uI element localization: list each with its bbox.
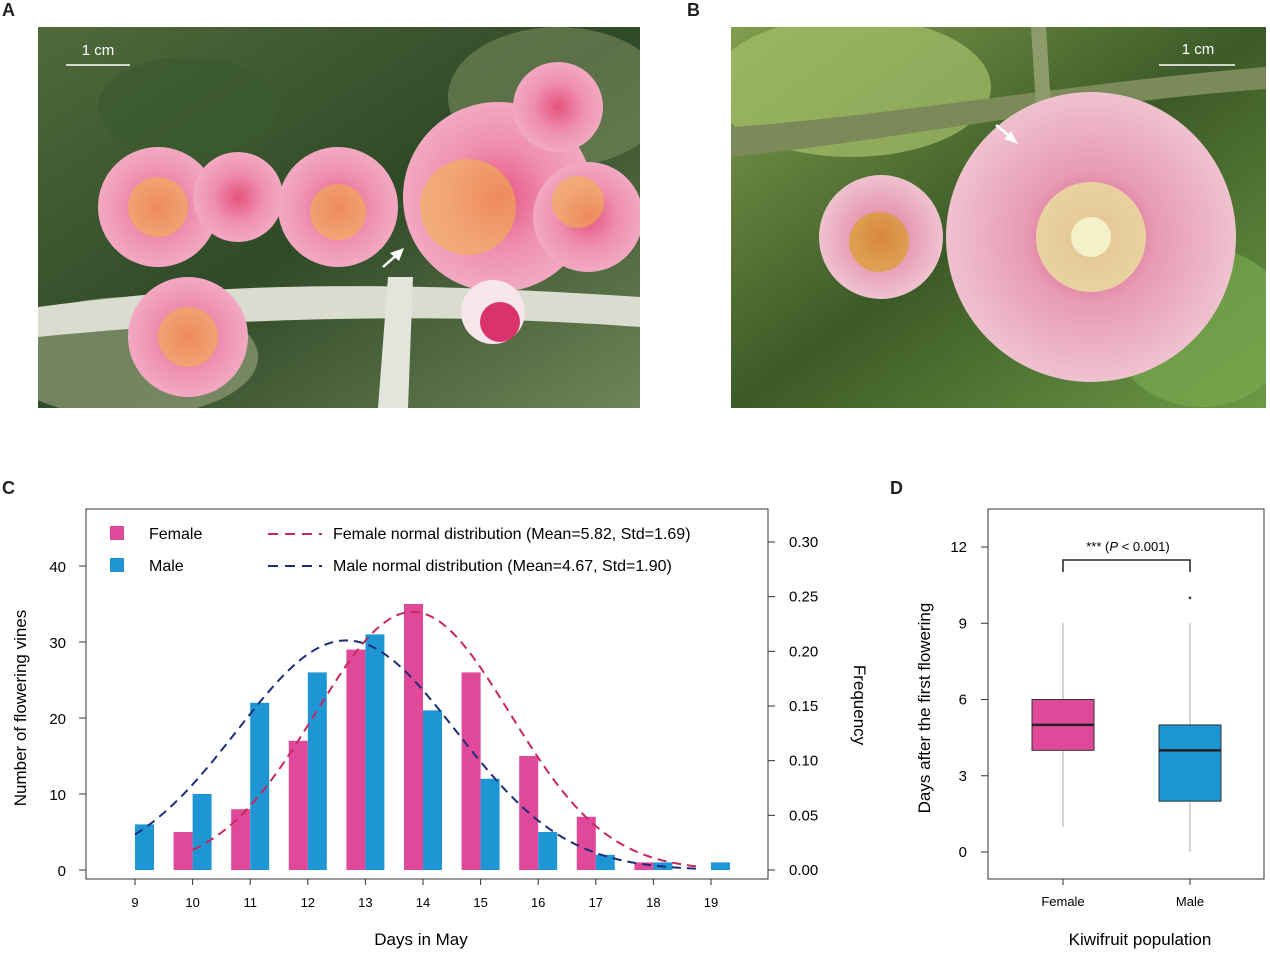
bar-male <box>480 778 500 870</box>
bar-male <box>711 862 730 870</box>
y-tick-label: 3 <box>959 768 967 785</box>
photo-b-male-flowers: 1 cm <box>731 27 1266 408</box>
y-tick-label: 40 <box>49 559 66 576</box>
y-tick-label: 30 <box>49 635 66 652</box>
box-male <box>1158 724 1222 802</box>
photo-a-female-flowers: 1 cm <box>38 27 640 408</box>
chart-d-frame <box>987 508 1265 880</box>
x-tick-label: 18 <box>646 895 660 910</box>
bar-female <box>404 604 423 870</box>
bar-female <box>288 740 308 870</box>
bar-female <box>461 672 481 870</box>
bar-male <box>365 634 385 870</box>
x-tick-label: 17 <box>589 895 603 910</box>
chart-c-ylabel: Number of flowering vines <box>11 610 30 807</box>
x-tick-label: 11 <box>243 895 257 910</box>
bar-male <box>192 794 212 870</box>
y-tick-label: 6 <box>959 692 967 709</box>
panel-b-label: B <box>687 0 700 20</box>
y-tick-label: 20 <box>49 711 66 728</box>
bar-female <box>634 862 654 870</box>
bar-female <box>173 832 193 870</box>
y-tick-label: 10 <box>49 787 66 804</box>
bar-male <box>135 824 154 870</box>
x-tick-label: 15 <box>473 895 487 910</box>
significance-label: *** (P < 0.001) <box>1086 539 1170 554</box>
x-tick-label: Female <box>1041 894 1084 909</box>
bar-male <box>250 702 270 870</box>
y-tick-label: 9 <box>959 615 967 632</box>
panel-a-label: A <box>2 0 15 20</box>
bar-male <box>307 672 327 870</box>
chart-d-xlabel: Kiwifruit population <box>1069 930 1212 949</box>
legend-male-label: Male <box>149 558 184 575</box>
x-tick-label: 10 <box>185 895 199 910</box>
y2-tick-label: 0.20 <box>789 643 818 660</box>
scale-bar-b-label: 1 cm <box>1182 41 1215 58</box>
bar-male <box>595 854 615 870</box>
x-tick-label: 12 <box>301 895 315 910</box>
legend-female-label: Female <box>149 526 202 543</box>
bar-male <box>423 710 442 870</box>
y2-tick-label: 0.05 <box>789 807 818 824</box>
chart-d-ylabel: Days after the first flowering <box>915 603 934 814</box>
y2-tick-label: 0.30 <box>789 534 818 551</box>
x-tick-label: 14 <box>416 895 430 910</box>
x-tick-label: 9 <box>131 895 138 910</box>
chart-c-y2label: Frequency <box>850 665 869 746</box>
legend-female-curve-label: Female normal distribution (Mean=5.82, S… <box>333 526 691 543</box>
male-normal-curve <box>134 639 697 870</box>
legend-male-swatch <box>110 558 124 572</box>
panel-d-label: D <box>890 478 903 498</box>
panel-c-label: C <box>2 478 15 498</box>
x-tick-label: Male <box>1176 894 1204 909</box>
y2-tick-label: 0.25 <box>789 589 818 606</box>
y-tick-label: 12 <box>950 539 967 556</box>
x-tick-label: 19 <box>704 895 718 910</box>
outlier-point <box>1188 596 1192 600</box>
x-tick-label: 16 <box>531 895 545 910</box>
chart-c-frame <box>85 508 769 880</box>
y2-tick-label: 0.10 <box>789 753 818 770</box>
legend-female-swatch <box>110 526 124 540</box>
significance-bracket <box>1062 559 1191 572</box>
x-tick-label: 13 <box>358 895 372 910</box>
y-tick-label: 0 <box>58 863 66 880</box>
bar-male <box>538 832 558 870</box>
bar-female <box>576 816 596 870</box>
chart-c-xlabel: Days in May <box>374 930 468 949</box>
y2-tick-label: 0.15 <box>789 698 818 715</box>
y-tick-label: 0 <box>959 844 967 861</box>
y2-tick-label: 0.00 <box>789 862 818 879</box>
scale-bar-a-label: 1 cm <box>82 42 115 59</box>
legend-male-curve-label: Male normal distribution (Mean=4.67, Std… <box>333 558 672 575</box>
female-normal-curve <box>192 610 697 868</box>
bar-female <box>346 649 366 870</box>
bar-female <box>231 809 251 870</box>
